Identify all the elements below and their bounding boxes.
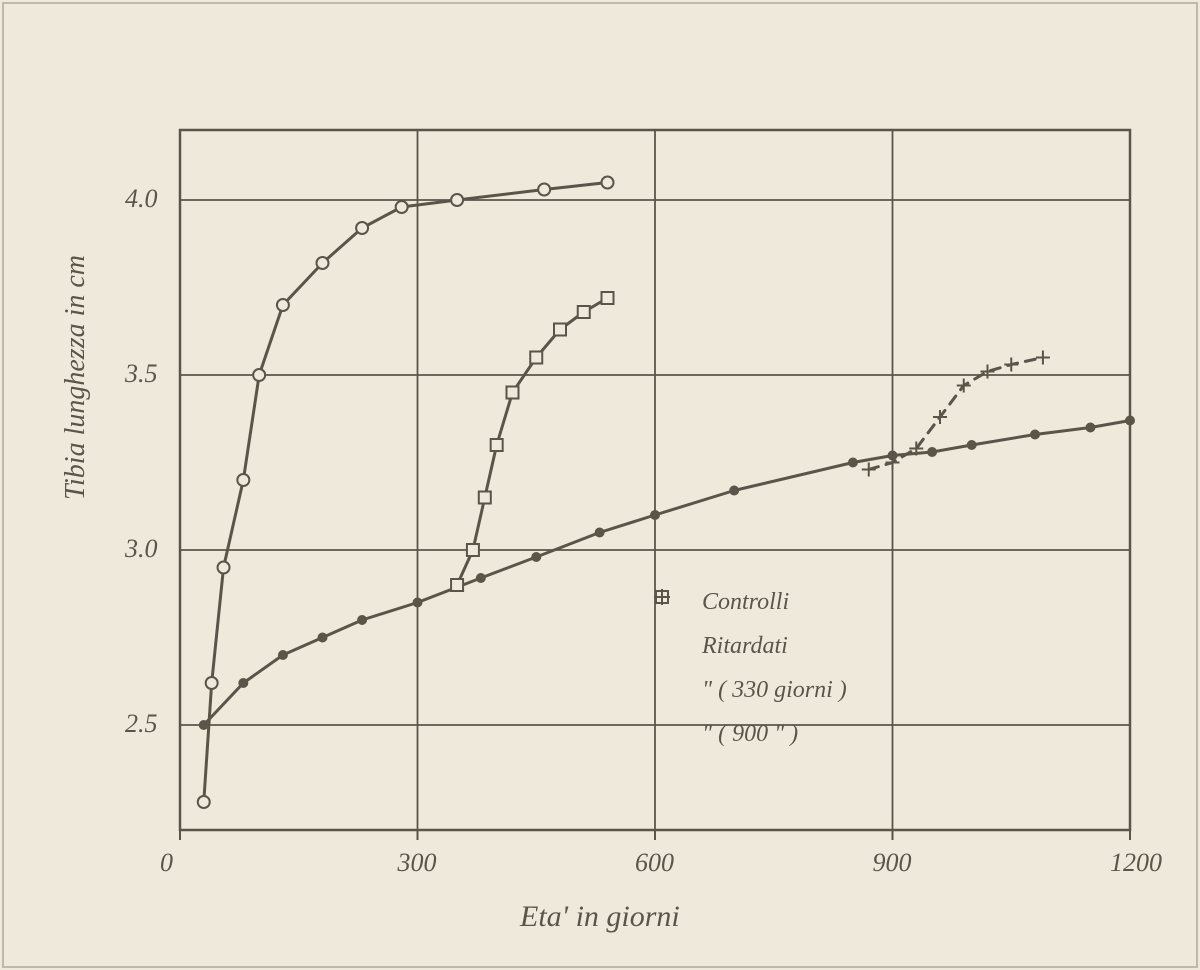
legend-item: Controlli bbox=[650, 585, 847, 619]
y-tick-label: 2.5 bbox=[125, 709, 158, 739]
legend-item: Ritardati bbox=[650, 629, 847, 663]
growth-chart bbox=[0, 0, 1200, 970]
y-tick-label: 4.0 bbox=[125, 184, 158, 214]
y-tick-label: 3.0 bbox=[125, 534, 158, 564]
x-tick-label: 0 bbox=[160, 848, 173, 878]
x-tick-label: 1200 bbox=[1110, 848, 1162, 878]
x-tick-label: 300 bbox=[398, 848, 437, 878]
legend: Controlli Ritardati " ( 330 giorni ) " ( 90… bbox=[650, 585, 847, 761]
legend-label: " ( 900 " ) bbox=[702, 721, 798, 748]
y-tick-label: 3.5 bbox=[125, 359, 158, 389]
legend-item: " ( 330 giorni ) bbox=[650, 673, 847, 707]
x-tick-label: 900 bbox=[873, 848, 912, 878]
legend-label: " ( 330 giorni ) bbox=[702, 677, 847, 704]
legend-label: Ritardati bbox=[702, 633, 788, 660]
legend-item: " ( 900 " ) bbox=[650, 717, 847, 751]
legend-label: Controlli bbox=[702, 589, 789, 616]
x-tick-label: 600 bbox=[635, 848, 674, 878]
